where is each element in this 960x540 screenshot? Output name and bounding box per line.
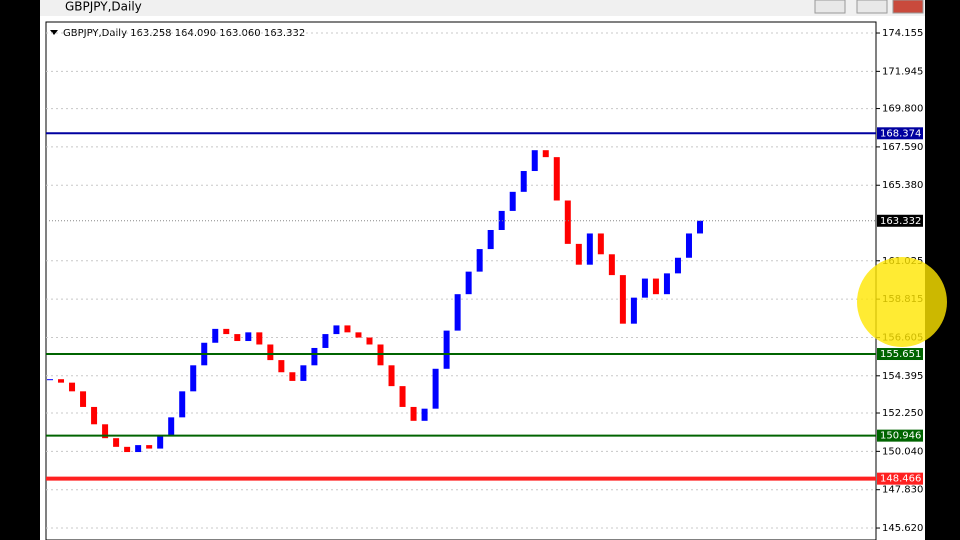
level-label-bg <box>877 127 923 140</box>
ohlc-value: 164.090 <box>175 28 216 39</box>
symbol: GBPJPY,Daily <box>63 28 127 39</box>
candle <box>157 436 164 449</box>
candle <box>102 424 109 439</box>
y-tick-label: 174.155 <box>882 28 923 39</box>
candle <box>278 360 285 373</box>
level-label-bg <box>877 429 923 442</box>
candle <box>564 200 571 244</box>
candle <box>619 275 626 324</box>
candle <box>311 347 318 366</box>
candle <box>58 379 65 383</box>
candle <box>212 328 219 343</box>
candle <box>454 294 461 331</box>
candle <box>498 210 505 230</box>
chart: 174.155171.945169.800167.590165.380161.0… <box>46 28 923 534</box>
maximize-button[interactable] <box>856 0 888 14</box>
minimize-button[interactable] <box>814 0 846 14</box>
candle <box>179 391 186 418</box>
ohlc-value: 163.258 <box>130 28 171 39</box>
candle <box>399 386 406 407</box>
candle <box>542 150 549 158</box>
candle <box>697 220 703 234</box>
candle <box>267 344 274 361</box>
candle <box>91 406 98 425</box>
menu-arrow[interactable] <box>50 30 58 35</box>
y-tick-label: 169.800 <box>882 104 923 115</box>
candle <box>300 365 307 381</box>
candle <box>432 368 439 409</box>
candle <box>388 365 395 387</box>
candle <box>641 278 648 298</box>
level-label-bg <box>877 348 923 361</box>
candle <box>421 408 428 421</box>
candle <box>674 257 681 274</box>
candle <box>322 334 329 348</box>
candle <box>135 445 142 453</box>
candle <box>289 372 296 381</box>
y-tick-label: 167.590 <box>882 142 923 153</box>
current-price-bg <box>877 214 923 227</box>
chart-header: GBPJPY,Daily 163.258 164.090 163.060 163… <box>63 28 305 39</box>
level-label: 148.466 <box>880 474 921 485</box>
level-label: 155.651 <box>880 349 921 360</box>
candle <box>410 406 417 421</box>
y-tick-label: 165.380 <box>882 180 923 191</box>
close-button[interactable] <box>892 0 924 14</box>
y-tick-label: 154.395 <box>882 371 923 382</box>
candle <box>487 229 494 250</box>
candle <box>685 233 692 258</box>
candle <box>553 157 560 201</box>
candle <box>531 150 538 172</box>
y-tick-label: 152.250 <box>882 408 923 419</box>
window-title: GBPJPY,Daily <box>65 0 142 14</box>
candle <box>333 325 340 335</box>
candle <box>69 382 76 392</box>
candle <box>355 332 362 338</box>
candle <box>575 243 582 265</box>
y-tick-label: 150.040 <box>882 446 923 457</box>
candle <box>608 254 615 276</box>
ohlc-value: 163.060 <box>219 28 260 39</box>
level-label: 168.374 <box>880 128 921 139</box>
current-price-label: 163.332 <box>880 216 921 227</box>
candle <box>509 191 516 211</box>
level-label: 150.946 <box>880 431 921 442</box>
candle <box>597 233 604 255</box>
candle <box>223 328 230 335</box>
candle <box>234 334 241 342</box>
candle <box>586 233 593 265</box>
candle <box>663 273 670 295</box>
y-tick-label: 147.830 <box>882 485 923 496</box>
candle <box>146 445 153 449</box>
level-label-bg <box>877 472 923 485</box>
candle <box>476 249 483 272</box>
candle <box>366 337 373 345</box>
candle <box>190 365 197 392</box>
candle <box>344 325 351 333</box>
candle <box>443 330 450 369</box>
candle <box>168 417 175 437</box>
candle <box>256 332 263 345</box>
cursor-highlight <box>857 257 947 347</box>
candle <box>113 438 120 447</box>
candle <box>520 171 527 192</box>
candle <box>652 278 659 295</box>
candle <box>465 271 472 295</box>
title-bar <box>40 0 925 16</box>
candle <box>124 446 131 453</box>
plot-area <box>45 21 877 540</box>
ohlc-value: 163.332 <box>264 28 305 39</box>
y-tick-label: 171.945 <box>882 66 923 77</box>
y-tick-label: 145.620 <box>882 523 923 534</box>
candle <box>245 332 252 342</box>
candle <box>630 297 637 324</box>
candle <box>80 391 87 407</box>
candle <box>47 379 53 381</box>
